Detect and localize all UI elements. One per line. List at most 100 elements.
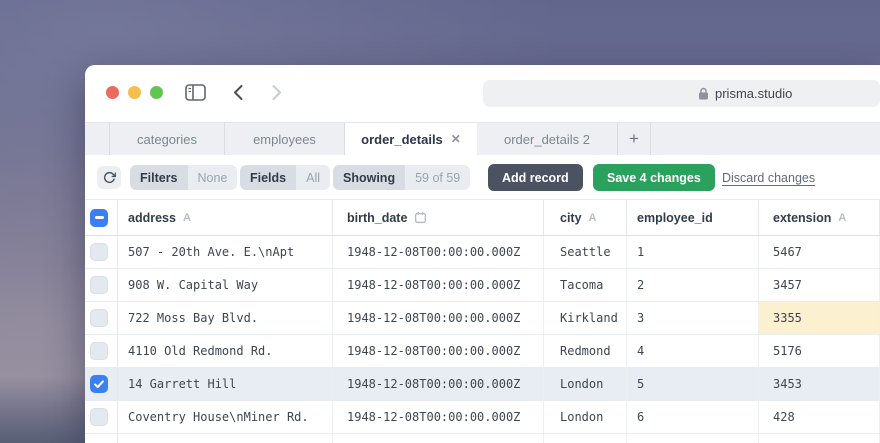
cell-city[interactable]: Tacoma xyxy=(544,269,627,301)
row-checkbox-cell xyxy=(85,368,118,400)
tab-label: order_details 2 xyxy=(504,131,590,147)
add-record-button[interactable]: Add record xyxy=(488,164,583,191)
table-row: Coventry House\nMiner Rd. 1948-12-08T00:0… xyxy=(85,401,880,434)
string-type-icon: A xyxy=(838,211,847,224)
fields-value: All xyxy=(296,165,331,190)
discard-changes-link[interactable]: Discard changes xyxy=(722,171,816,185)
back-button[interactable] xyxy=(231,84,246,106)
row-checkbox-cell xyxy=(85,335,118,367)
close-tab-icon[interactable]: ✕ xyxy=(450,132,461,146)
table-row: 4110 Old Redmond Rd. 1948-12-08T00:00:00.… xyxy=(85,335,880,368)
cell-city[interactable] xyxy=(544,434,627,443)
cell-birth_date[interactable]: 1948-12-08T00:00:00.000Z xyxy=(333,401,544,433)
minimize-window-button[interactable] xyxy=(128,86,141,99)
string-type-icon: A xyxy=(182,211,191,224)
select-all-checkbox[interactable] xyxy=(90,208,108,227)
new-tab-button[interactable]: + xyxy=(618,123,651,155)
cell-address[interactable] xyxy=(118,434,333,443)
tab-bar: categories employees order_details ✕ ord… xyxy=(85,122,880,155)
cell-city[interactable]: London xyxy=(544,368,627,400)
tab-categories[interactable]: categories xyxy=(110,123,225,155)
tab-label: employees xyxy=(253,131,316,147)
cell-birth_date[interactable]: 1948-12-08T00:00:00.000Z xyxy=(333,269,544,301)
cell-extension[interactable]: 3457 xyxy=(759,269,880,301)
close-window-button[interactable] xyxy=(106,86,119,99)
cell-city[interactable]: London xyxy=(544,401,627,433)
cell-birth_date[interactable] xyxy=(333,434,544,443)
cell-employee_id[interactable]: 6 xyxy=(627,401,759,433)
filters-label: Filters xyxy=(130,165,188,190)
table-row: 908 W. Capital Way 1948-12-08T00:00:00.00… xyxy=(85,269,880,302)
showing-value: 59 of 59 xyxy=(405,165,471,190)
tab-label: order_details xyxy=(361,131,443,147)
column-header-address[interactable]: address A xyxy=(118,200,333,235)
zoom-window-button[interactable] xyxy=(150,86,163,99)
table-row: 722 Moss Bay Blvd. 1948-12-08T00:00:00.00… xyxy=(85,302,880,335)
row-checkbox[interactable] xyxy=(90,276,108,294)
refresh-button[interactable] xyxy=(97,166,121,189)
url-text: prisma.studio xyxy=(715,86,793,101)
row-checkbox-cell xyxy=(85,401,118,433)
cell-birth_date[interactable]: 1948-12-08T00:00:00.000Z xyxy=(333,302,544,334)
tab-employees[interactable]: employees xyxy=(225,123,345,155)
table-row xyxy=(85,434,880,443)
column-header-extension[interactable]: extension A xyxy=(759,200,880,235)
row-checkbox[interactable] xyxy=(90,243,108,261)
table-header-row: address A birth_date city A employee_id xyxy=(85,200,880,236)
cell-employee_id[interactable]: 2 xyxy=(627,269,759,301)
cell-city[interactable]: Seattle xyxy=(544,236,627,268)
cell-employee_id[interactable]: 1 xyxy=(627,236,759,268)
cell-address[interactable]: 14 Garrett Hill xyxy=(118,368,333,400)
table-body: 507 - 20th Ave. E.\nApt 1948-12-08T00:00:… xyxy=(85,236,880,443)
tab-order-details[interactable]: order_details ✕ xyxy=(345,123,477,155)
cell-city[interactable]: Redmond xyxy=(544,335,627,367)
row-checkbox[interactable] xyxy=(90,342,108,360)
row-checkbox-cell xyxy=(85,434,118,443)
row-checkbox[interactable] xyxy=(90,309,108,327)
fields-control[interactable]: Fields All xyxy=(240,165,331,190)
cell-birth_date[interactable]: 1948-12-08T00:00:00.000Z xyxy=(333,335,544,367)
cell-extension[interactable]: 428 xyxy=(759,401,880,433)
cell-extension[interactable]: 5467 xyxy=(759,236,880,268)
column-header-city[interactable]: city A xyxy=(544,200,627,235)
row-checkbox[interactable] xyxy=(90,408,108,426)
showing-control[interactable]: Showing 59 of 59 xyxy=(333,165,471,190)
cell-birth_date[interactable]: 1948-12-08T00:00:00.000Z xyxy=(333,368,544,400)
table-row: 507 - 20th Ave. E.\nApt 1948-12-08T00:00:… xyxy=(85,236,880,269)
browser-chrome: prisma.studio xyxy=(85,65,880,122)
filters-control[interactable]: Filters None xyxy=(130,165,238,190)
browser-window: prisma.studio categories employees order… xyxy=(85,65,880,443)
cell-address[interactable]: 908 W. Capital Way xyxy=(118,269,333,301)
column-label: birth_date xyxy=(347,210,408,225)
cell-address[interactable]: 4110 Old Redmond Rd. xyxy=(118,335,333,367)
column-header-employee-id[interactable]: employee_id xyxy=(627,200,759,235)
cell-address[interactable]: Coventry House\nMiner Rd. xyxy=(118,401,333,433)
cell-extension[interactable]: 3453 xyxy=(759,368,880,400)
cell-employee_id[interactable]: 5 xyxy=(627,368,759,400)
cell-employee_id[interactable] xyxy=(627,434,759,443)
address-bar[interactable]: prisma.studio xyxy=(483,80,880,107)
window-controls xyxy=(106,86,163,99)
string-type-icon: A xyxy=(588,211,597,224)
row-checkbox[interactable] xyxy=(90,375,108,393)
cell-city[interactable]: Kirkland xyxy=(544,302,627,334)
cell-extension[interactable]: 5176 xyxy=(759,335,880,367)
cell-address[interactable]: 722 Moss Bay Blvd. xyxy=(118,302,333,334)
table-row: 14 Garrett Hill 1948-12-08T00:00:00.000Z L… xyxy=(85,368,880,401)
cell-birth_date[interactable]: 1948-12-08T00:00:00.000Z xyxy=(333,236,544,268)
forward-button[interactable] xyxy=(269,84,284,106)
column-label: employee_id xyxy=(637,210,713,225)
column-label: extension xyxy=(773,210,832,225)
tab-order-details-2[interactable]: order_details 2 xyxy=(477,123,618,155)
cell-extension[interactable]: 3355 xyxy=(759,302,880,334)
column-header-birth-date[interactable]: birth_date xyxy=(333,200,544,235)
column-label: address xyxy=(128,210,176,225)
cell-employee_id[interactable]: 3 xyxy=(627,302,759,334)
sidebar-toggle-icon[interactable] xyxy=(185,84,206,106)
save-changes-button[interactable]: Save 4 changes xyxy=(593,164,715,191)
cell-extension[interactable] xyxy=(759,434,880,443)
cell-employee_id[interactable]: 4 xyxy=(627,335,759,367)
cell-address[interactable]: 507 - 20th Ave. E.\nApt xyxy=(118,236,333,268)
calendar-icon xyxy=(414,211,427,224)
